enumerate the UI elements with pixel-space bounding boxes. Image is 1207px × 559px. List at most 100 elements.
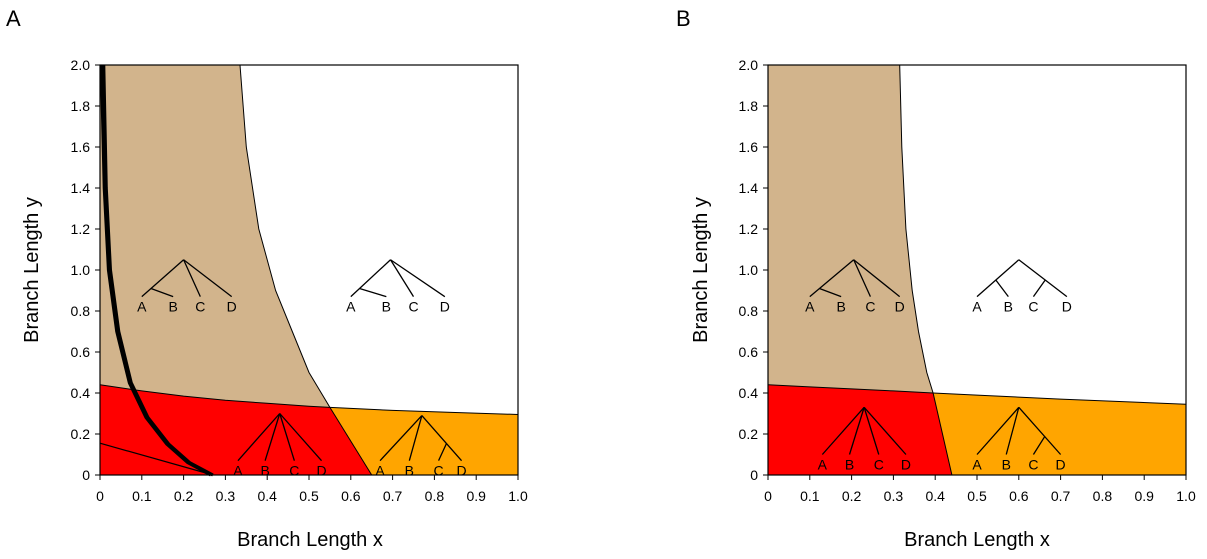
x-tick-label: 0	[764, 488, 772, 504]
x-tick-label: 1.0	[1176, 488, 1196, 504]
plot-area-a: A B C D A B C DA B C D A B C D0 0.1 0.2 0.3 0.4 0.5 0.6 0.7 0.…	[71, 57, 528, 504]
tree-branch	[809, 259, 855, 298]
tree-leaf-label: D	[316, 463, 326, 479]
thin-line	[99, 442, 214, 476]
tree-leaf-label: B	[405, 463, 414, 479]
y-tick-label: 1.6	[71, 139, 91, 155]
boundary-tan-red	[99, 384, 330, 408]
y-tick-label: 0.4	[739, 385, 759, 401]
tree-leaf-label: C	[865, 299, 875, 315]
tree-branch	[279, 413, 295, 461]
tree-leaf-label: B	[260, 463, 269, 479]
tree-leaf-label: C	[1028, 457, 1038, 473]
tree-branch	[976, 406, 1020, 455]
tree-leaf-label: C	[408, 299, 418, 315]
tree-caterpillar-2: A B C D	[346, 259, 450, 315]
y-tick-label: 0.6	[739, 344, 759, 360]
tree-branch	[863, 407, 880, 455]
tree-leaf-label: A	[137, 299, 147, 315]
tree-leaf-label: D	[227, 299, 237, 315]
tree-branch	[995, 279, 1009, 298]
tree-star-3: A B C D	[818, 406, 911, 473]
region-red	[768, 384, 952, 475]
boundary-white-orange	[933, 392, 1187, 405]
region-orange	[933, 393, 1186, 475]
tree-branch	[853, 259, 872, 297]
tree-branch	[976, 259, 1020, 298]
y-tick-label: 0.6	[71, 344, 91, 360]
tree-leaf-label: D	[457, 463, 467, 479]
tree-leaf-label: B	[1002, 457, 1011, 473]
panel-label-b: B	[676, 6, 691, 31]
boundary-tan-white	[239, 64, 331, 408]
x-tick-label: 0.3	[216, 488, 236, 504]
tree-leaf-label: C	[289, 463, 299, 479]
tree-branch	[359, 287, 387, 298]
plot-area-b: A B C D A B C DA B C D A B C D0 0.1 0.2 0.3 0.4 0.5 0.6 0.7 0.…	[739, 57, 1196, 504]
y-tick-label: 0.2	[739, 426, 759, 442]
tree-leaf-label: B	[836, 299, 845, 315]
tree-leaf-label: A	[972, 457, 982, 473]
tree-caterpillar-1: A B C D	[137, 259, 237, 315]
x-tick-label: 0.7	[1051, 488, 1071, 504]
tree-branch	[863, 406, 907, 455]
x-tick-label: 0.3	[884, 488, 904, 504]
tree-leaf-label: A	[805, 299, 815, 315]
tree-branch	[848, 407, 865, 455]
x-tick-label: 0.8	[1093, 488, 1113, 504]
tree-leaf-label: A	[972, 299, 982, 315]
x-tick-label: 0.5	[299, 488, 319, 504]
tree-leaf-label: D	[440, 299, 450, 315]
tree-branch	[1018, 259, 1068, 298]
y-tick-label: 1.4	[739, 180, 759, 196]
tree-branch	[183, 259, 233, 298]
x-tick-label: 0.6	[1009, 488, 1029, 504]
tree-leaf-label: C	[195, 299, 205, 315]
tree-star-3: A B C D	[233, 413, 327, 479]
tree-leaf-label: C	[1028, 299, 1038, 315]
tree-leaf-label: D	[901, 457, 911, 473]
y-tick-label: 1.2	[739, 221, 759, 237]
tree-branch	[141, 259, 185, 298]
tree-branch	[1032, 279, 1046, 298]
tree-branch	[821, 406, 865, 455]
panel-label-a: A	[6, 6, 21, 31]
x-tick-label: 0.1	[132, 488, 152, 504]
x-tick-label: 0.9	[466, 488, 486, 504]
tree-branch	[408, 415, 423, 461]
y-tick-label: 1.2	[71, 221, 91, 237]
x-tick-label: 0.7	[383, 488, 403, 504]
x-tick-label: 0.9	[1134, 488, 1154, 504]
tree-branch	[1032, 436, 1046, 455]
region-orange	[329, 407, 518, 475]
y-tick-label: 0.4	[71, 385, 91, 401]
x-tick-label: 0.6	[341, 488, 361, 504]
boundary-white-orange	[329, 406, 519, 415]
tree-caterpillar-1: A B C D	[805, 259, 905, 315]
x-tick-label: 0.2	[174, 488, 194, 504]
tree-leaf-label: D	[895, 299, 905, 315]
region-red	[100, 384, 372, 475]
x-tick-label: 0	[96, 488, 104, 504]
x-tick-label: 0.5	[967, 488, 987, 504]
boundary-tan-red	[767, 384, 934, 394]
tree-leaf-label: B	[845, 457, 854, 473]
tree-branch	[1018, 406, 1062, 455]
tree-branch	[264, 413, 281, 461]
x-tick-label: 0.4	[925, 488, 945, 504]
region-tan	[100, 65, 330, 408]
tree-leaf-label: B	[382, 299, 391, 315]
y-tick-label: 2.0	[739, 57, 759, 73]
region-tan	[768, 65, 934, 393]
x-tick-label: 0.1	[800, 488, 820, 504]
y-tick-label: 1.0	[739, 262, 759, 278]
ylabel-a: Branch Length y	[21, 197, 43, 343]
x-tick-label: 0.8	[425, 488, 445, 504]
tree-branch	[389, 259, 415, 297]
